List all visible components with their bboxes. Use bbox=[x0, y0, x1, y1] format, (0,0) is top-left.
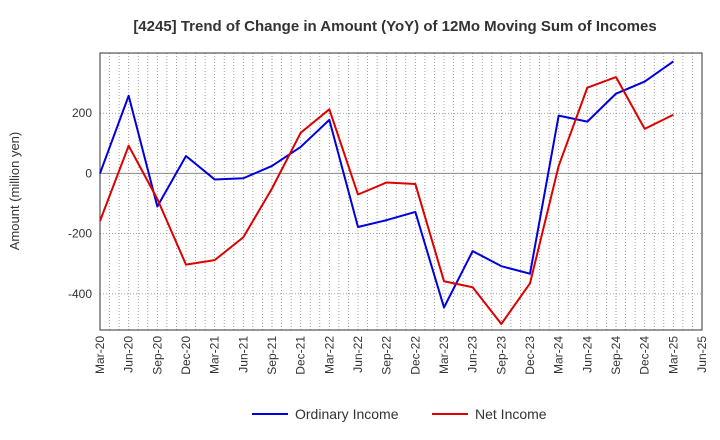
x-tick-label: Dec-20 bbox=[179, 336, 193, 375]
series-line-0 bbox=[99, 60, 674, 309]
x-tick-label: Mar-23 bbox=[437, 336, 451, 374]
series-line-1 bbox=[99, 76, 674, 325]
x-tick-label: Sep-23 bbox=[494, 336, 508, 375]
plot-area bbox=[100, 53, 702, 330]
x-tick-label: Mar-25 bbox=[666, 336, 680, 374]
x-tick-label: Mar-24 bbox=[552, 336, 566, 374]
x-tick-label: Jun-21 bbox=[236, 336, 250, 373]
x-tick-label: Sep-21 bbox=[265, 336, 279, 375]
x-tick-label: Mar-20 bbox=[93, 336, 107, 374]
horizontal-gridlines bbox=[100, 112, 702, 295]
x-tick-label: Sep-24 bbox=[609, 336, 623, 375]
x-tick-label: Dec-22 bbox=[408, 336, 422, 375]
series-lines bbox=[99, 60, 674, 325]
legend-label: Ordinary Income bbox=[295, 406, 399, 422]
x-tick-label: Jun-20 bbox=[122, 336, 136, 373]
y-tick-label: -400 bbox=[68, 287, 92, 301]
y-tick-label: 0 bbox=[85, 166, 92, 180]
x-tick-label: Sep-22 bbox=[380, 336, 394, 375]
x-tick-label: Sep-20 bbox=[150, 336, 164, 375]
plot-border bbox=[99, 52, 703, 331]
legend-label: Net Income bbox=[475, 406, 547, 422]
x-tick-label: Mar-22 bbox=[322, 336, 336, 374]
x-tick-label: Jun-23 bbox=[466, 336, 480, 373]
x-axis-ticks: Mar-20 Jun-20 Sep-20 Dec-20 Mar-21 Jun-21 Sep-… bbox=[93, 336, 709, 375]
x-tick-label: Mar-21 bbox=[208, 336, 222, 374]
legend: Ordinary Income Net Income bbox=[252, 406, 547, 422]
x-tick-label: Jun-22 bbox=[351, 336, 365, 373]
x-tick-label: Dec-24 bbox=[638, 336, 652, 375]
x-tick-label: Dec-21 bbox=[294, 336, 308, 375]
chart-title: [4245] Trend of Change in Amount (YoY) o… bbox=[133, 18, 656, 35]
vertical-gridlines bbox=[109, 53, 693, 330]
y-tick-label: 200 bbox=[72, 106, 92, 120]
x-tick-label: Jun-24 bbox=[580, 336, 594, 373]
x-tick-label: Dec-23 bbox=[523, 336, 537, 375]
y-axis-ticks: -400 -200 0 200 bbox=[68, 106, 92, 301]
x-tick-label: Jun-25 bbox=[695, 336, 709, 373]
y-axis-title: Amount (million yen) bbox=[7, 132, 22, 251]
y-tick-label: -200 bbox=[68, 227, 92, 241]
